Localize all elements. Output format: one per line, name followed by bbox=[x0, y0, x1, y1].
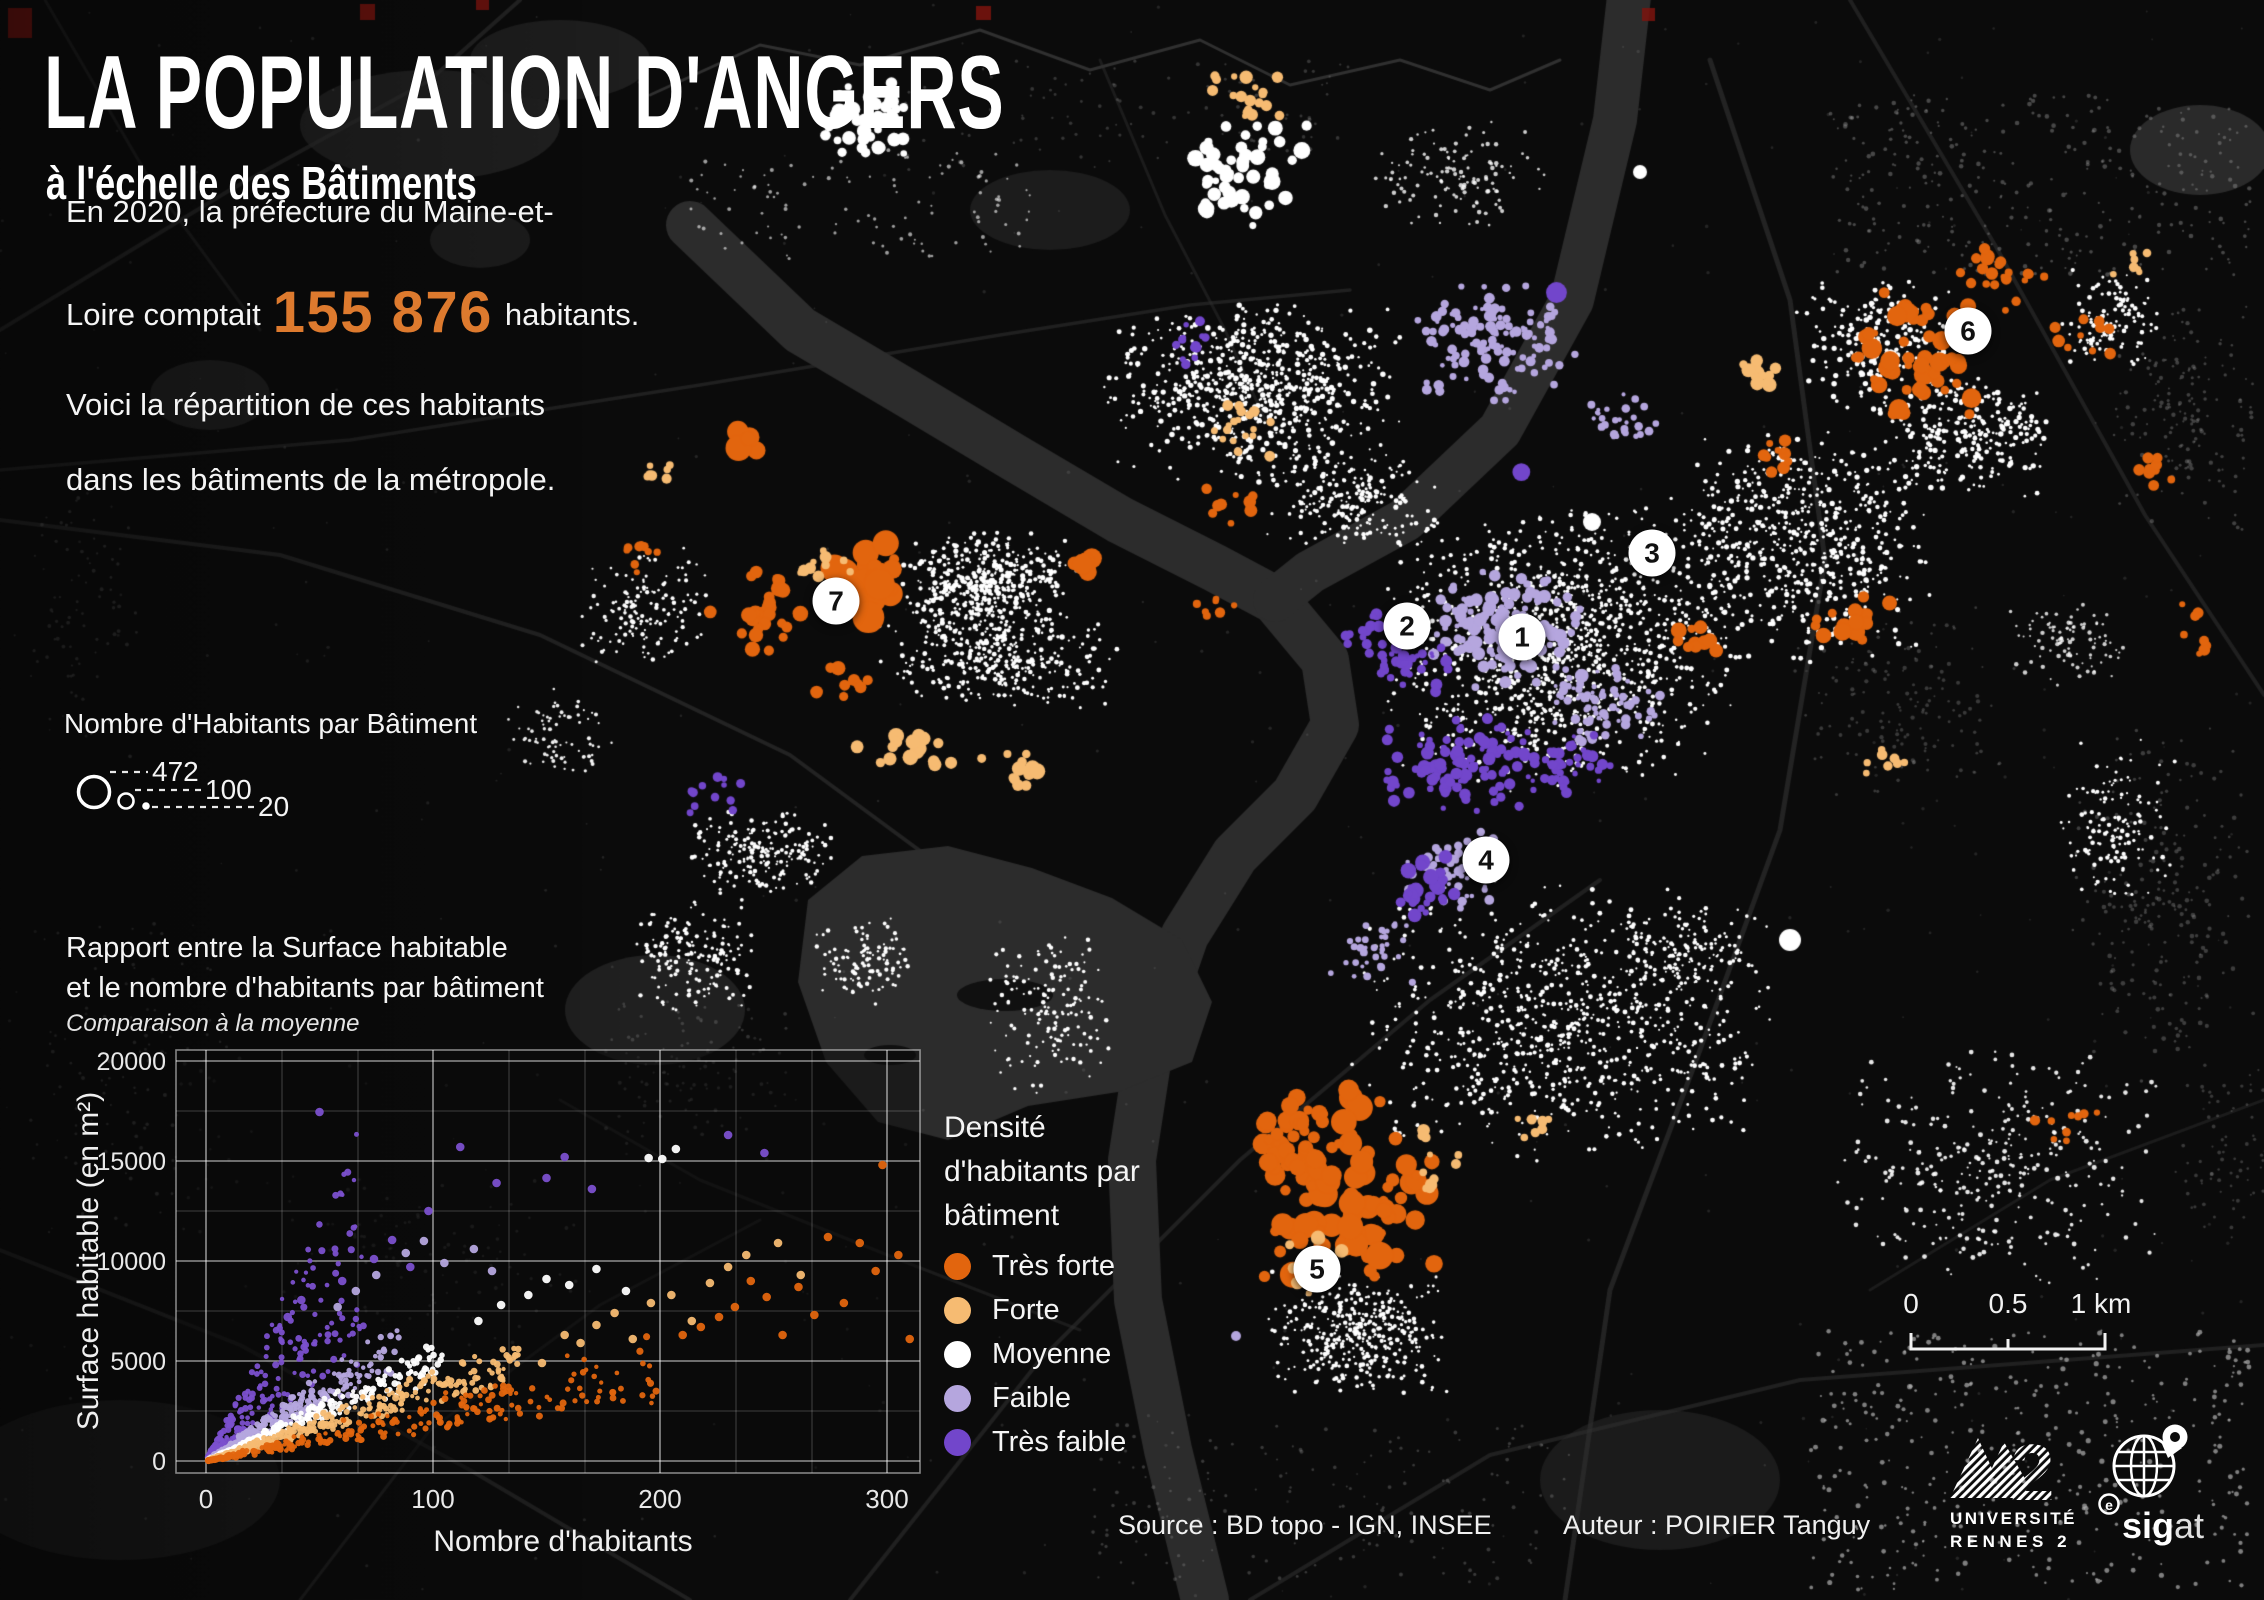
density-legend-label: Moyenne bbox=[992, 1337, 1112, 1370]
chart-title-line-1: Rapport entre la Surface habitable bbox=[66, 932, 508, 964]
x-tick-200: 200 bbox=[638, 1484, 681, 1514]
source-credit: Source : BD topo - IGN, INSEE bbox=[1118, 1510, 1492, 1540]
density-legend-item: Très faible bbox=[944, 1420, 1140, 1464]
density-legend-item: Moyenne bbox=[944, 1332, 1140, 1376]
intro-line-3: Voici la répartition de ces habitants bbox=[66, 387, 546, 423]
svg-text:sigat: sigat bbox=[2122, 1505, 2204, 1546]
svg-text:RENNES 2: RENNES 2 bbox=[1950, 1532, 2071, 1551]
density-legend-item: Très forte bbox=[944, 1244, 1140, 1288]
density-color-dot-icon bbox=[944, 1384, 971, 1412]
density-legend-item: Forte bbox=[944, 1288, 1140, 1332]
y-axis-label: Surface habitable (en m²) bbox=[72, 1092, 105, 1431]
density-legend-label: Très faible bbox=[992, 1425, 1127, 1458]
map-marker-6: 6 bbox=[1944, 307, 1992, 355]
density-legend-label: Faible bbox=[992, 1381, 1071, 1414]
svg-text:UNIVERSITÉ: UNIVERSITÉ bbox=[1950, 1509, 2077, 1528]
density-legend-title: Densité d'habitants par bâtiment bbox=[944, 1111, 1140, 1232]
scatter-plot: 20000 15000 10000 5000 0 0 100 200 300 N… bbox=[72, 1048, 921, 1558]
size-legend: Nombre d'Habitants par Bâtiment 472 100 … bbox=[64, 708, 477, 841]
sigat-logo: e sigat bbox=[2098, 1422, 2208, 1559]
title-block: LA POPULATION D'ANGERS à l'échelle des B… bbox=[44, 40, 1477, 210]
chart-points bbox=[204, 1107, 914, 1465]
size-legend-title: Nombre d'Habitants par Bâtiment bbox=[64, 708, 478, 739]
intro-text: En 2020, la préfecture du Maine-et- Loir… bbox=[66, 194, 640, 497]
density-legend-item: Faible bbox=[944, 1376, 1140, 1420]
chart-title-line-2: et le nombre d'habitants par bâtiment bbox=[66, 972, 544, 1004]
intro-line-1: En 2020, la préfecture du Maine-et- bbox=[66, 194, 554, 229]
author-credit: Auteur : POIRIER Tanguy bbox=[1563, 1510, 1871, 1540]
universite-rennes-2-logo: 2 UNIVERSITÉ RENNES 2 bbox=[1948, 1424, 2083, 1559]
density-color-dot-icon bbox=[944, 1428, 971, 1456]
density-legend: Densité d'habitants par bâtiment Très fo… bbox=[944, 1106, 1140, 1464]
x-tick-100: 100 bbox=[411, 1484, 454, 1514]
size-legend-circles-icon: 472 100 20 bbox=[76, 756, 289, 822]
y-tick-15000: 15000 bbox=[96, 1148, 166, 1176]
scale-bar-line bbox=[1909, 1333, 2107, 1351]
scale-label-0: 0 bbox=[1903, 1288, 1919, 1319]
intro-line-2-pre: Loire comptait bbox=[66, 296, 261, 332]
svg-text:472: 472 bbox=[152, 756, 199, 787]
map-marker-4: 4 bbox=[1462, 836, 1510, 884]
map-marker-3: 3 bbox=[1628, 529, 1676, 577]
density-color-dot-icon bbox=[944, 1340, 971, 1368]
scale-label-05: 0.5 bbox=[1989, 1288, 2028, 1319]
page-subtitle: à l'échelle des Bâtiments bbox=[46, 157, 477, 210]
intro-line-2-post: habitants. bbox=[504, 296, 640, 332]
chart-subtitle: Comparaison à la moyenne bbox=[66, 1010, 360, 1037]
y-tick-5000: 5000 bbox=[110, 1348, 166, 1376]
x-tick-300: 300 bbox=[865, 1484, 908, 1514]
scale-label-1km: 1 km bbox=[2071, 1288, 2132, 1319]
x-axis-label: Nombre d'habitants bbox=[433, 1525, 692, 1558]
sigat-logo-icon: e sigat bbox=[2098, 1424, 2204, 1546]
density-legend-label: Forte bbox=[992, 1293, 1060, 1326]
map-marker-5: 5 bbox=[1293, 1245, 1341, 1293]
chart-title: Rapport entre la Surface habitable et le… bbox=[66, 928, 544, 1008]
intro-line-4: dans les bâtiments de la métropole. bbox=[66, 461, 556, 497]
svg-text:e: e bbox=[2105, 1497, 2113, 1513]
density-legend-items: Très forte Forte Moyenne Faible Très faible bbox=[944, 1244, 1140, 1464]
rennes2-logo-icon: 2 UNIVERSITÉ RENNES 2 bbox=[1950, 1428, 2077, 1551]
map-marker-7: 7 bbox=[812, 577, 860, 625]
population-count: 155 876 bbox=[272, 279, 493, 345]
svg-text:100: 100 bbox=[205, 774, 252, 805]
density-legend-label: Très forte bbox=[992, 1249, 1116, 1282]
y-tick-10000: 10000 bbox=[96, 1248, 166, 1276]
intro-line-2: Loire comptait 155 876 habitants. bbox=[66, 279, 640, 345]
map-marker-2: 2 bbox=[1383, 602, 1431, 650]
map-marker-1: 1 bbox=[1498, 613, 1546, 661]
x-tick-0: 0 bbox=[199, 1484, 213, 1514]
svg-text:20: 20 bbox=[258, 791, 289, 822]
page-title: LA POPULATION D'ANGERS bbox=[44, 35, 1005, 151]
density-color-dot-icon bbox=[944, 1252, 971, 1280]
density-color-dot-icon bbox=[944, 1296, 971, 1324]
scale-bar: 0 0.5 1 km bbox=[1895, 1283, 2135, 1368]
chart-gridlines bbox=[176, 1050, 920, 1473]
svg-text:2: 2 bbox=[2010, 1428, 2055, 1517]
y-tick-0: 0 bbox=[152, 1448, 166, 1476]
y-tick-20000: 20000 bbox=[96, 1048, 166, 1076]
